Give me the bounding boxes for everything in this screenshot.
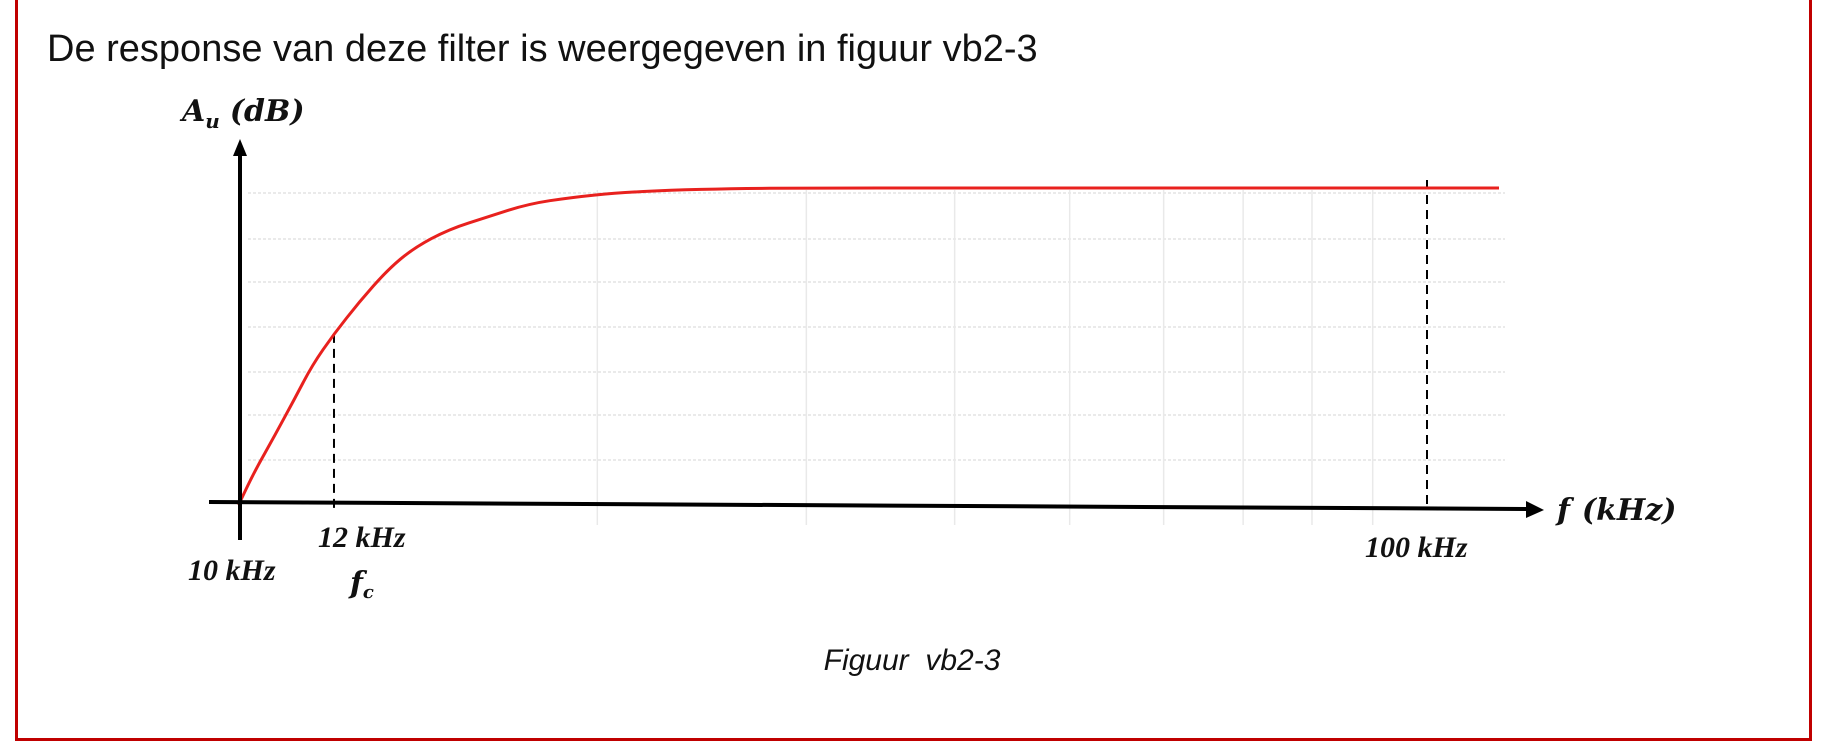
- intro-text: De response van deze filter is weergegev…: [47, 28, 1038, 70]
- x-axis-arrow-icon: [1526, 501, 1544, 518]
- y-axis-arrow-icon: [233, 139, 247, 156]
- x-axis-label-main: f: [1555, 493, 1575, 528]
- chart-grid: [248, 190, 1505, 525]
- figure-frame: [15, 0, 1812, 741]
- x-axis-label: f (kHz): [1555, 493, 1676, 528]
- y-axis-label-unit: (dB): [230, 94, 305, 129]
- reference-lines: [332, 180, 1428, 510]
- figure-caption: Figuur vb2-3: [823, 644, 1001, 677]
- tick-label-12khz: 12 kHz: [318, 521, 406, 554]
- tick-label-10khz: 10 kHz: [188, 554, 276, 587]
- y-axis-label-sub: u: [205, 109, 220, 133]
- x-axis-label-unit: (kHz): [1582, 493, 1677, 528]
- y-axis-label-main: A: [179, 94, 205, 129]
- x-axis: [208, 500, 1529, 511]
- response-curve: [237, 186, 1499, 506]
- chart-axes: [208, 139, 1544, 540]
- fc-label: fc: [348, 566, 374, 603]
- y-axis-label: Au (dB): [179, 94, 305, 133]
- fc-label-sub: c: [363, 582, 374, 603]
- tick-label-100khz: 100 kHz: [1365, 531, 1468, 564]
